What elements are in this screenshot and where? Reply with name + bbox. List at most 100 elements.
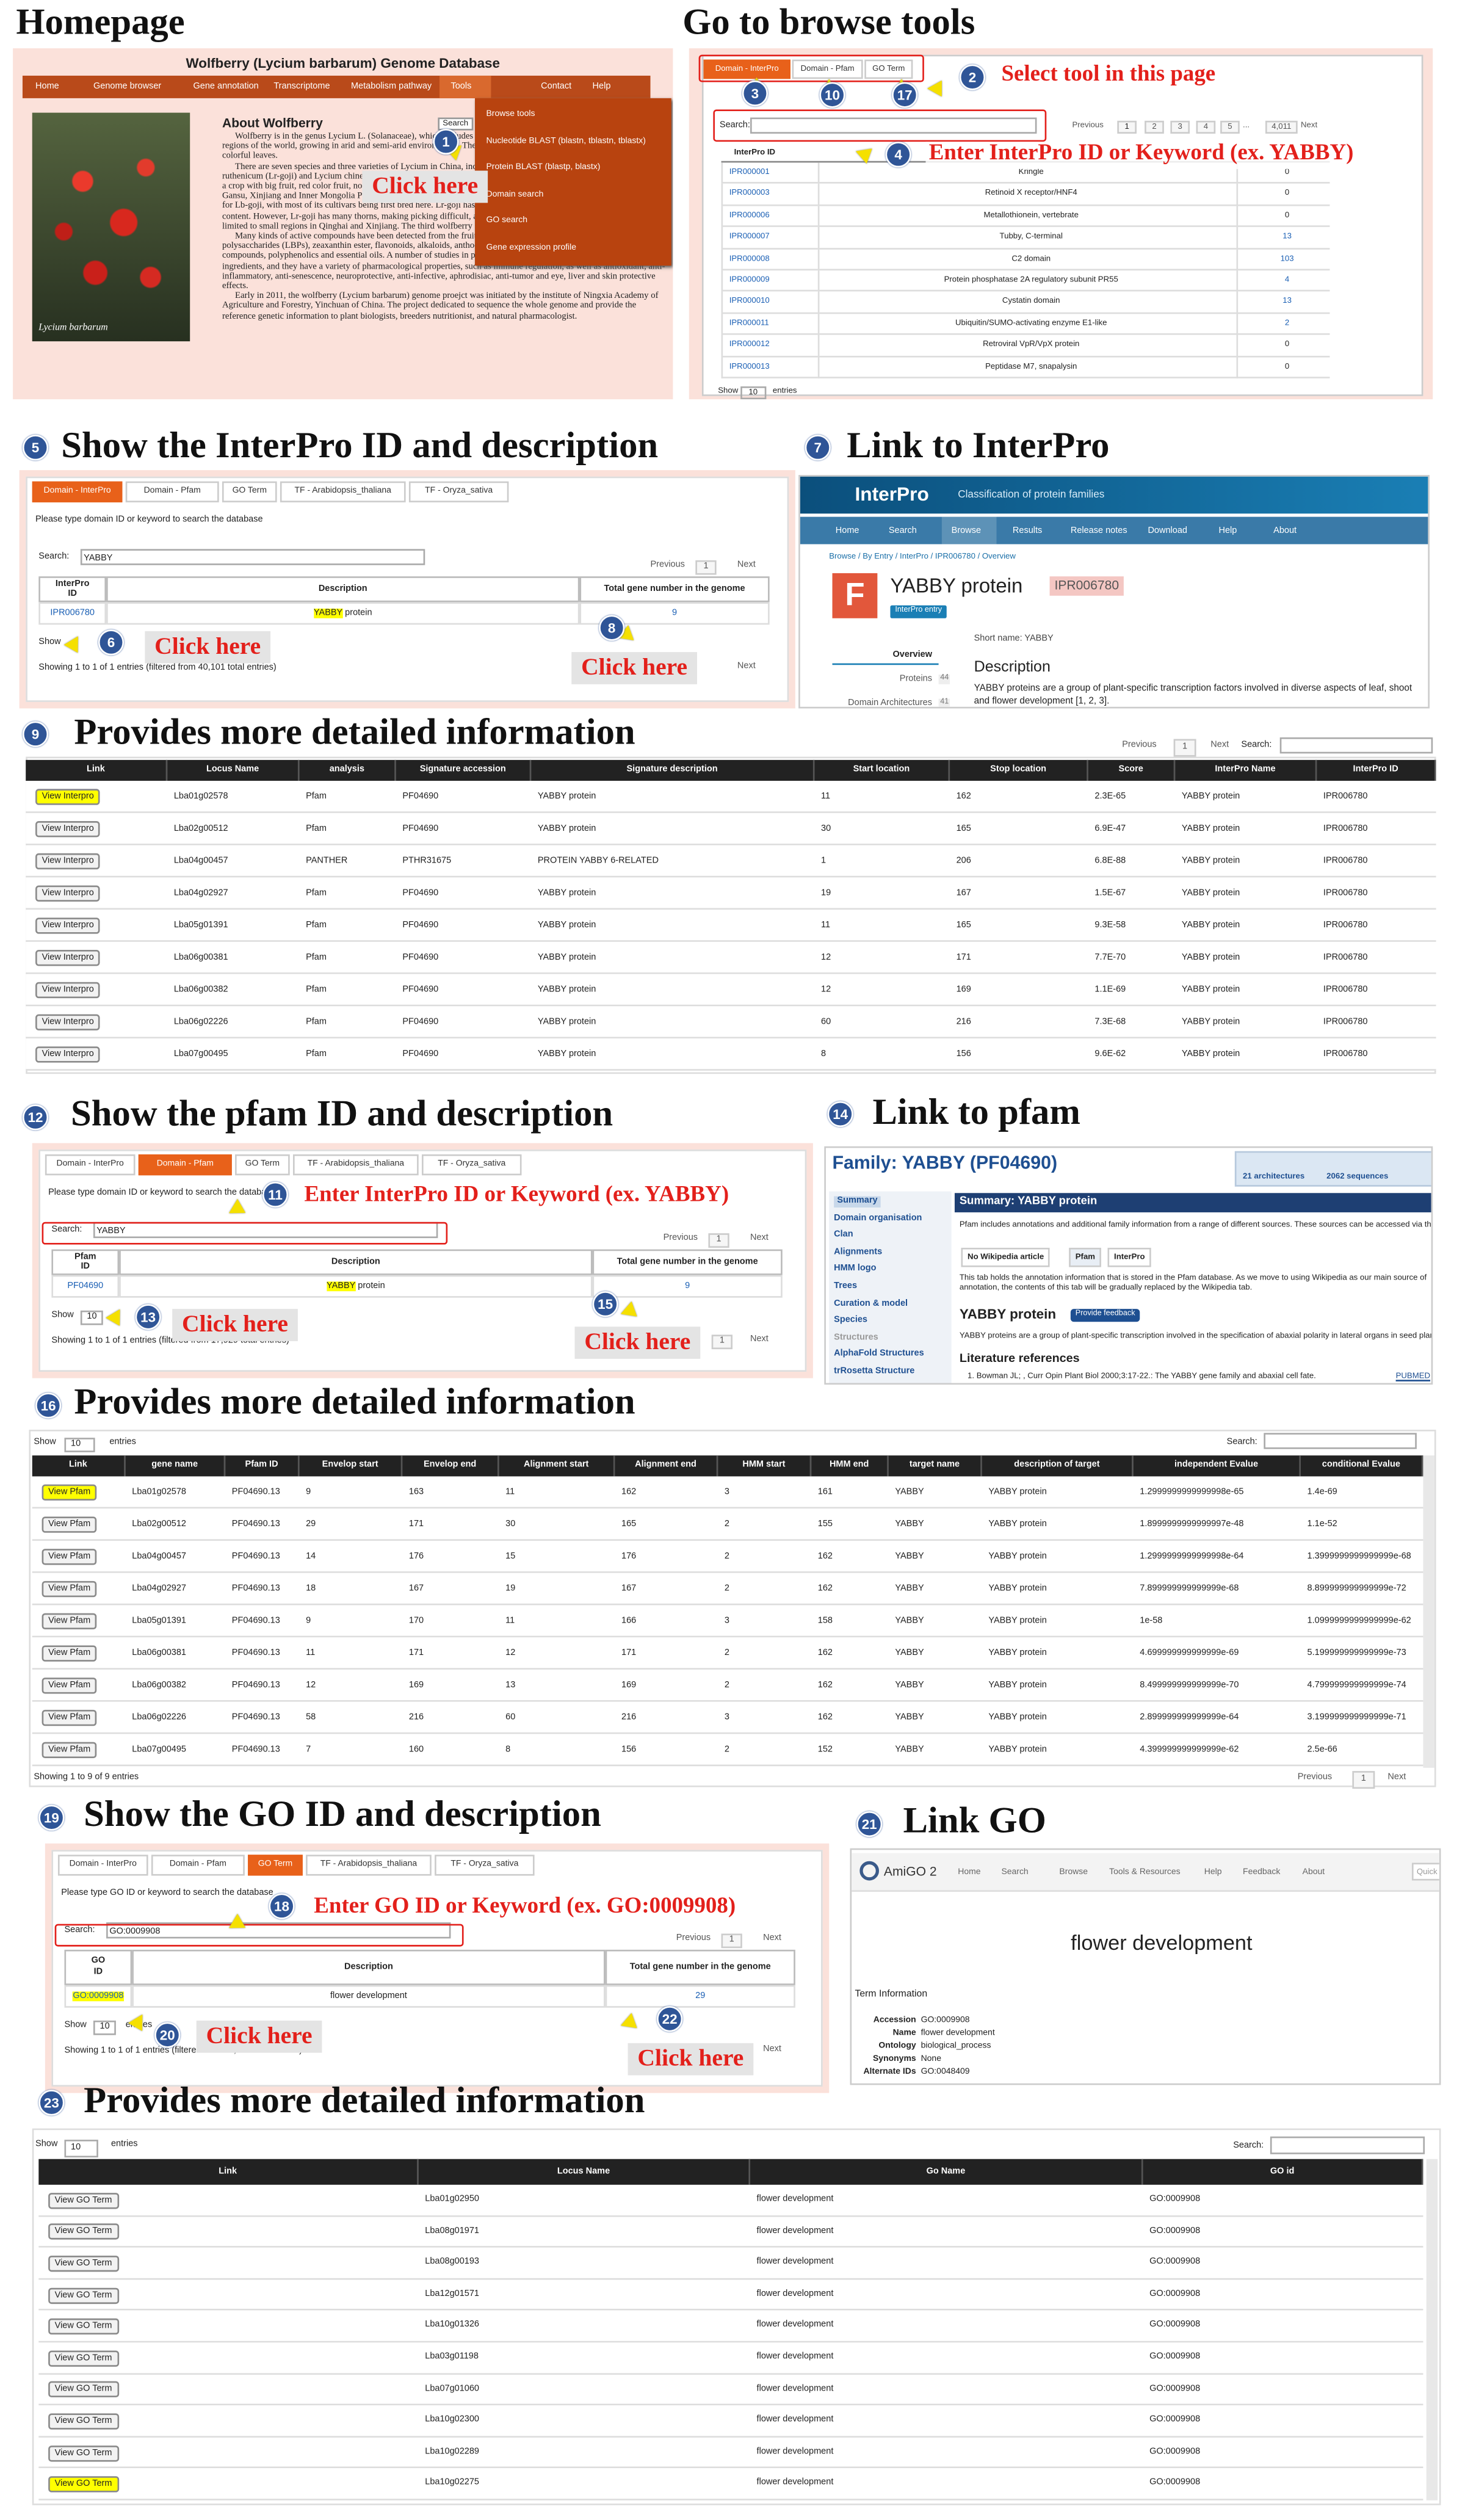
nav-item[interactable]: About [1302, 1867, 1325, 1878]
tab[interactable]: TF - Oryza_sativa [408, 481, 509, 502]
pfam-menu-item[interactable]: Alignments [834, 1247, 883, 1258]
pager-item[interactable]: Next [1387, 1772, 1406, 1783]
tab[interactable]: TF - Arabidopsis_thaliana [280, 481, 406, 502]
interpro-id[interactable]: IPR000003 [721, 184, 818, 206]
page-length[interactable]: 10 [64, 1438, 95, 1452]
pager-item[interactable]: Next [1210, 740, 1229, 751]
pager-item[interactable]: Next [1300, 120, 1318, 131]
view-button[interactable]: View Interpro [35, 789, 101, 805]
pfam-menu-item[interactable]: Domain organisation [834, 1213, 922, 1223]
pfam-tab[interactable]: No Wikipedia article [961, 1247, 1051, 1267]
view-button[interactable]: View Interpro [35, 918, 101, 934]
view-button[interactable]: View Pfam [42, 1580, 97, 1598]
gene-count[interactable]: 4 [1236, 270, 1330, 292]
pager-item[interactable]: 2 [1145, 120, 1164, 134]
nav-item[interactable]: Home [958, 1867, 981, 1878]
pager-item[interactable]: Previous [650, 560, 685, 570]
pager-item[interactable]: 3 [1170, 120, 1190, 134]
pfam-menu-item[interactable]: Species [834, 1316, 868, 1326]
interpro-id[interactable]: IPR000013 [721, 357, 818, 378]
search-input[interactable]: YABBY [80, 549, 425, 565]
view-button[interactable]: View GO Term [48, 2413, 119, 2430]
gene-count[interactable]: 0 [1236, 184, 1330, 206]
tab[interactable]: TF - Oryza_sativa [435, 1855, 535, 1876]
interpro-id[interactable]: IPR000009 [721, 270, 818, 292]
view-button[interactable]: View Interpro [35, 821, 101, 838]
nav-item[interactable]: Help [592, 82, 611, 92]
pager-item[interactable]: Previous [663, 1233, 698, 1244]
gene-count[interactable]: 13 [1236, 292, 1330, 314]
pfam-menu-item[interactable]: Structures [834, 1333, 878, 1343]
menu-item[interactable]: Protein BLAST (blastp, blastx) [486, 162, 601, 173]
gene-count[interactable]: 0 [1236, 162, 1330, 184]
nav-item[interactable]: Release notes [1070, 526, 1127, 537]
tab[interactable]: TF - Arabidopsis_thaliana [293, 1154, 419, 1176]
nav-item[interactable]: Contact [541, 82, 572, 92]
view-button[interactable]: View Pfam [42, 1613, 97, 1630]
pager-item[interactable]: 4 [1196, 120, 1216, 134]
page-length[interactable]: 10 [80, 1310, 104, 1325]
nav-item[interactable]: Tools [450, 82, 472, 92]
pager-item[interactable]: Next [750, 1334, 769, 1345]
interpro-id[interactable]: IPR000006 [721, 206, 818, 228]
menu-item[interactable]: GO search [486, 215, 528, 226]
tab[interactable]: Domain - InterPro [32, 481, 123, 502]
tab[interactable]: GO Term [222, 481, 277, 502]
tab[interactable]: Domain - InterPro [703, 59, 790, 79]
view-button[interactable]: View GO Term [48, 2476, 119, 2493]
result-id[interactable]: PF04690 [67, 1281, 104, 1292]
view-button[interactable]: View GO Term [48, 2224, 119, 2240]
pager-item[interactable]: 1 [1117, 120, 1137, 134]
interpro-id[interactable]: IPR000001 [721, 162, 818, 184]
view-button[interactable]: View Interpro [35, 885, 101, 902]
nav-item[interactable]: Feedback [1243, 1867, 1281, 1878]
nav-item[interactable]: Download [1148, 526, 1187, 537]
pfam-menu-item[interactable]: Trees [834, 1281, 858, 1292]
gene-count[interactable]: 13 [1236, 227, 1330, 249]
quick-search[interactable]: Quick [1411, 1863, 1439, 1881]
tab[interactable]: GO Term [235, 1154, 290, 1176]
pager-item[interactable]: 1 [708, 1233, 729, 1247]
view-button[interactable]: View Interpro [35, 982, 101, 999]
tab[interactable]: Domain - Pfam [792, 59, 863, 79]
gene-count[interactable]: 9 [592, 1275, 783, 1298]
nav-item[interactable]: Home [35, 82, 59, 92]
interpro-id[interactable]: IPR000011 [721, 313, 818, 336]
view-button[interactable]: View Pfam [42, 1549, 97, 1565]
side-menu-item[interactable]: Domain Architectures [848, 698, 933, 709]
search-input[interactable] [1264, 1433, 1417, 1449]
nav-item[interactable]: Metabolism pathway [350, 82, 432, 92]
view-button[interactable]: View Pfam [42, 1516, 97, 1533]
pager-item[interactable]: 1 [1173, 739, 1196, 757]
nav-item[interactable]: Genome browser [93, 82, 162, 92]
pager-item[interactable]: 5 [1220, 120, 1240, 134]
interpro-id[interactable]: IPR000007 [721, 227, 818, 249]
search-input[interactable] [1279, 737, 1433, 754]
view-button[interactable]: View GO Term [48, 2319, 119, 2335]
nav-item[interactable]: Search [888, 526, 917, 537]
tab[interactable]: TF - Oryza_sativa [421, 1154, 522, 1176]
result-id[interactable]: GO:0009908 [73, 1991, 124, 2002]
pfam-menu-item[interactable]: AlphaFold Structures [834, 1350, 924, 1360]
nav-item[interactable]: Home [835, 526, 859, 537]
pager-item[interactable]: 1 [711, 1334, 733, 1349]
pfam-tab[interactable]: InterPro [1107, 1247, 1152, 1267]
view-button[interactable]: View GO Term [48, 2287, 119, 2303]
pfam-menu-item[interactable]: trRosetta Structure [834, 1367, 915, 1377]
nav-item[interactable]: Help [1204, 1867, 1222, 1878]
menu-item[interactable]: Domain search [486, 189, 544, 199]
view-button[interactable]: View Pfam [42, 1742, 97, 1759]
tab[interactable]: Domain - Pfam [151, 1855, 245, 1876]
search-box[interactable]: Search [438, 117, 473, 131]
search-input[interactable] [750, 117, 1037, 134]
pager-item[interactable]: Previous [1072, 120, 1104, 131]
gene-count[interactable]: 2 [1236, 313, 1330, 336]
tab[interactable]: Domain - InterPro [45, 1154, 136, 1176]
menu-item[interactable]: Nucleotide BLAST (blastn, tblastn, tblas… [486, 136, 646, 146]
gene-count[interactable]: 29 [605, 1985, 795, 2008]
pager-item[interactable]: Next [763, 1933, 781, 1944]
view-button[interactable]: View GO Term [48, 2445, 119, 2461]
pager-item[interactable]: Next [737, 560, 756, 570]
pager-item[interactable]: 1 [721, 1933, 742, 1948]
tab[interactable]: GO Term [248, 1855, 303, 1876]
